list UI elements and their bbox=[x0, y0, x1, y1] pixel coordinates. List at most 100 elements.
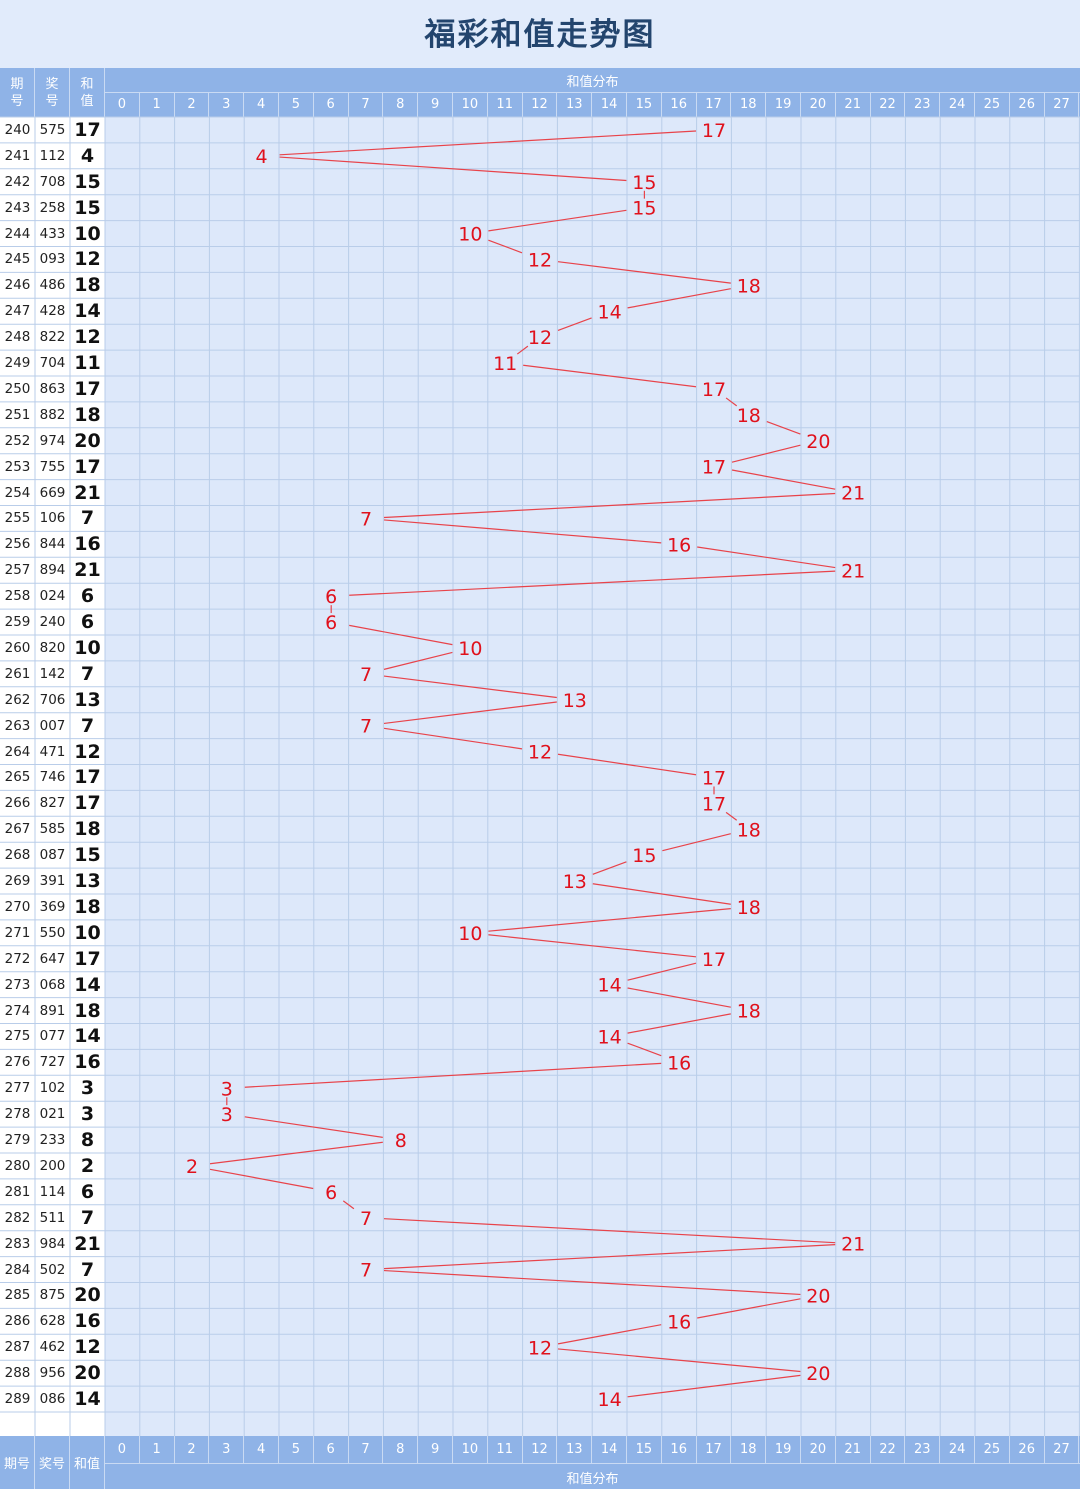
draw-cell: 820 bbox=[39, 639, 66, 656]
trend-segment bbox=[731, 469, 836, 490]
sum-point-label: 10 bbox=[458, 224, 482, 246]
sum-point-label: 21 bbox=[841, 483, 865, 505]
column-number-7: 7 bbox=[349, 1436, 384, 1463]
draw-cell: 502 bbox=[39, 1261, 66, 1278]
period-cell: 275 bbox=[4, 1028, 31, 1045]
draw-cell: 233 bbox=[39, 1132, 66, 1149]
draw-cell: 024 bbox=[39, 588, 66, 605]
draw-cell: 844 bbox=[39, 536, 66, 553]
period-cell: 276 bbox=[4, 1054, 31, 1071]
period-cell: 269 bbox=[4, 873, 31, 890]
sum-point-label: 17 bbox=[702, 457, 726, 479]
column-number-20: 20 bbox=[801, 92, 836, 117]
draw-cell: 087 bbox=[39, 847, 66, 864]
draw-cell: 822 bbox=[39, 329, 66, 346]
sum-cell: 15 bbox=[74, 844, 101, 867]
sum-point-label: 14 bbox=[598, 1026, 622, 1048]
sum-point-label: 21 bbox=[841, 1234, 865, 1256]
column-number-9: 9 bbox=[418, 1436, 453, 1463]
period-cell: 284 bbox=[4, 1261, 31, 1278]
period-cell: 253 bbox=[4, 458, 31, 475]
sum-point-label: 18 bbox=[737, 897, 761, 919]
column-number-13: 13 bbox=[557, 92, 593, 117]
period-cell: 286 bbox=[4, 1313, 31, 1330]
column-number-17: 17 bbox=[697, 1436, 732, 1463]
sum-point-label: 14 bbox=[598, 975, 622, 997]
period-cell: 247 bbox=[4, 303, 31, 320]
period-cell: 248 bbox=[4, 329, 31, 346]
column-number-0: 0 bbox=[105, 92, 140, 117]
column-number-21: 21 bbox=[836, 1436, 871, 1463]
sum-point-label: 10 bbox=[458, 923, 482, 945]
sum-point-label: 7 bbox=[360, 716, 372, 738]
column-number-4: 4 bbox=[244, 1436, 279, 1463]
sum-point-label: 15 bbox=[632, 198, 656, 220]
column-number-8: 8 bbox=[383, 92, 419, 117]
trend-segment bbox=[557, 1324, 662, 1345]
sum-point-label: 12 bbox=[528, 249, 552, 271]
draw-cell: 369 bbox=[39, 898, 66, 915]
column-number-22: 22 bbox=[871, 1436, 906, 1463]
trend-segment bbox=[557, 753, 697, 776]
column-number-6: 6 bbox=[314, 1436, 349, 1463]
draw-cell: 258 bbox=[39, 199, 66, 216]
sum-point-label: 21 bbox=[841, 560, 865, 582]
sum-cell: 7 bbox=[80, 662, 95, 685]
trend-segment bbox=[725, 811, 738, 821]
sum-point-label: 13 bbox=[563, 690, 587, 712]
column-number-3: 3 bbox=[209, 1436, 245, 1463]
sum-point-label: 2 bbox=[186, 1156, 198, 1178]
bottom-header-draw: 奖号 bbox=[35, 1436, 70, 1489]
sum-cell: 3 bbox=[80, 1077, 95, 1100]
sum-cell: 16 bbox=[74, 533, 101, 556]
sum-cell: 12 bbox=[74, 740, 101, 763]
period-cell: 254 bbox=[4, 484, 31, 501]
sum-cell: 12 bbox=[74, 248, 101, 271]
column-number-14: 14 bbox=[592, 92, 627, 117]
column-number-22: 22 bbox=[871, 92, 906, 117]
draw-cell: 462 bbox=[39, 1339, 66, 1356]
trend-segment bbox=[488, 934, 697, 958]
sum-point-label: 11 bbox=[493, 353, 517, 375]
column-number-16: 16 bbox=[662, 1436, 697, 1463]
trend-segment bbox=[383, 651, 453, 670]
period-cell: 260 bbox=[4, 639, 31, 656]
draw-cell: 142 bbox=[39, 665, 66, 682]
trend-segment bbox=[516, 345, 529, 355]
period-cell: 273 bbox=[4, 976, 31, 993]
sum-point-label: 20 bbox=[806, 1285, 830, 1307]
period-cell: 255 bbox=[4, 510, 31, 527]
draw-cell: 704 bbox=[39, 355, 66, 372]
period-cell: 285 bbox=[4, 1287, 31, 1304]
trend-segment bbox=[488, 209, 627, 232]
sum-cell: 21 bbox=[74, 559, 101, 582]
sum-point-label: 6 bbox=[325, 586, 337, 608]
sum-cell: 13 bbox=[74, 870, 101, 893]
trend-segment bbox=[627, 1013, 731, 1034]
draw-cell: 669 bbox=[39, 484, 66, 501]
sum-point-label: 6 bbox=[325, 1182, 337, 1204]
sum-point-label: 3 bbox=[221, 1078, 233, 1100]
column-number-27: 27 bbox=[1045, 1436, 1080, 1463]
sum-cell: 6 bbox=[80, 585, 95, 608]
trend-segment bbox=[592, 883, 731, 905]
column-number-2: 2 bbox=[175, 1436, 210, 1463]
sum-cell: 16 bbox=[74, 1051, 101, 1074]
sum-cell: 17 bbox=[74, 792, 101, 815]
column-number-27: 27 bbox=[1045, 92, 1080, 117]
draw-cell: 863 bbox=[39, 380, 66, 397]
trend-segment bbox=[557, 1348, 801, 1373]
sum-cell: 14 bbox=[74, 1388, 101, 1411]
sum-cell: 17 bbox=[74, 118, 101, 141]
column-number-5: 5 bbox=[279, 92, 314, 117]
column-number-26: 26 bbox=[1010, 1436, 1045, 1463]
sum-point-label: 17 bbox=[702, 379, 726, 401]
draw-cell: 428 bbox=[39, 303, 66, 320]
draw-cell: 628 bbox=[39, 1313, 66, 1330]
sum-cell: 13 bbox=[74, 688, 101, 711]
draw-cell: 974 bbox=[39, 432, 66, 449]
sum-cell: 21 bbox=[74, 1232, 101, 1255]
draw-cell: 068 bbox=[39, 976, 66, 993]
sum-point-label: 16 bbox=[667, 1311, 691, 1333]
